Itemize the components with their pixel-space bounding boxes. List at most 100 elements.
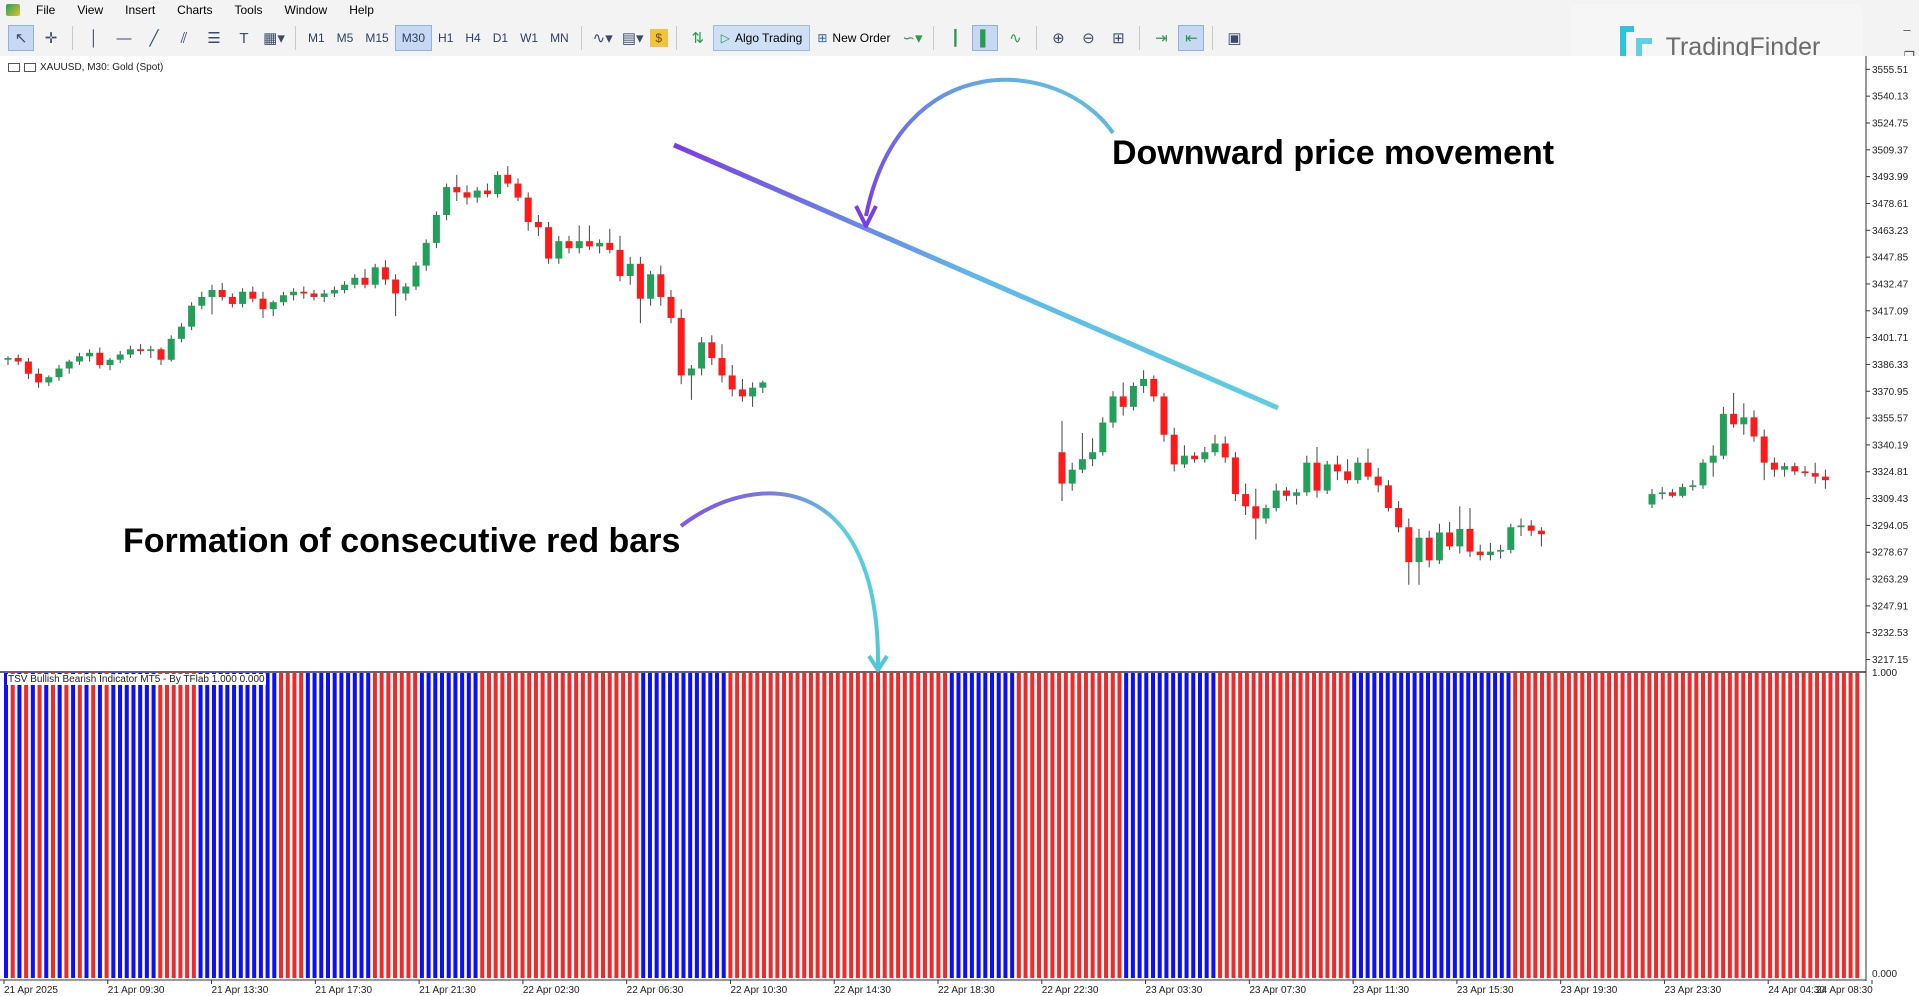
chart-shift-icon[interactable]: ⇤ [1178, 25, 1205, 51]
candle [708, 335, 716, 365]
indicator-bar [1687, 673, 1692, 978]
candle-body [1180, 455, 1188, 465]
indicator-bar [943, 673, 948, 978]
indicator-bar [1150, 673, 1156, 978]
arrow-head [867, 654, 889, 672]
indicator-bar [748, 673, 753, 978]
chart-menu-icon[interactable] [8, 63, 20, 72]
timeframe-h4[interactable]: H4 [465, 31, 481, 45]
text-icon[interactable]: T [239, 29, 249, 47]
cursor-icon[interactable]: ↖ [8, 25, 34, 51]
indicator-bar [1191, 673, 1196, 978]
market-watch-icon[interactable]: ⇅ [691, 30, 705, 47]
indicator-bar [131, 673, 136, 978]
indicator-bar [299, 673, 304, 978]
candle-body [596, 242, 604, 247]
indicator-bar [1224, 673, 1229, 978]
indicator-bar [1560, 673, 1565, 978]
vertical-line-icon[interactable]: │ [89, 29, 99, 47]
fibonacci-icon[interactable]: ☰ [207, 30, 221, 47]
menu-file[interactable]: File [36, 3, 56, 17]
bar-chart-icon[interactable]: ┃ [950, 30, 960, 47]
timeframe-w1[interactable]: W1 [520, 31, 539, 45]
new-order-button[interactable]: ⊞ New Order [810, 25, 897, 51]
tile-windows-icon[interactable]: ⊞ [1112, 30, 1125, 47]
timeframe-h1[interactable]: H1 [438, 31, 454, 45]
timeframe-m30[interactable]: M30 [394, 25, 433, 51]
indicator-bar [654, 673, 659, 978]
channel-icon[interactable]: ⫽ [180, 29, 188, 47]
algo-trading-button[interactable]: ▷ Algo Trading [712, 25, 811, 51]
indicator-bar [1278, 673, 1283, 978]
indicator-bar [627, 673, 632, 978]
candle [1201, 446, 1209, 463]
timeframe-m5[interactable]: M5 [336, 31, 354, 45]
candle [616, 235, 624, 282]
indicator-title: TSV Bullish Bearish Indicator MT5 - By T… [7, 674, 266, 685]
signals-icon[interactable]: ∽▾ [902, 30, 923, 47]
indicator-bar [1707, 673, 1712, 978]
candle-body [126, 349, 134, 355]
indicator-bar [788, 673, 793, 978]
indicator-bar [111, 673, 116, 978]
price-label: 3432.47 [1872, 279, 1909, 290]
indicator-bar [218, 673, 223, 978]
candle-body [1170, 434, 1178, 465]
indicator-bar [285, 673, 290, 978]
time-label: 21 Apr 13:30 [212, 985, 269, 996]
screenshot-icon[interactable]: ▣ [1227, 30, 1242, 47]
candle-body [565, 241, 573, 249]
minimize-icon[interactable]: – [1903, 22, 1911, 37]
trendline-icon[interactable]: ╱ [149, 30, 159, 47]
arrow-head [854, 205, 878, 228]
shapes-icon[interactable]: ▦▾ [263, 30, 285, 47]
menu-window[interactable]: Window [284, 3, 328, 17]
indicator-bar [1218, 673, 1223, 978]
indicator-bar [1379, 673, 1384, 978]
toolbar-separator [580, 26, 582, 50]
price-label: 3324.81 [1872, 467, 1909, 478]
candle [1770, 457, 1778, 477]
zoom-in-icon[interactable]: ⊕ [1052, 30, 1065, 47]
line-chart-icon[interactable]: ∿ [1009, 30, 1022, 47]
timeframe-d1[interactable]: D1 [492, 31, 509, 45]
menu-charts[interactable]: Charts [177, 3, 213, 17]
timeframe-mn[interactable]: MN [550, 31, 569, 45]
menu-insert[interactable]: Insert [125, 3, 156, 17]
dollar-icon[interactable]: $ [649, 29, 668, 47]
horizontal-line-icon[interactable]: — [116, 29, 132, 47]
menu-tools[interactable]: Tools [234, 3, 263, 17]
timeframe-m1[interactable]: M1 [308, 31, 325, 45]
menu-help[interactable]: Help [349, 3, 374, 17]
candle [1384, 480, 1392, 512]
toolbar-separator [675, 26, 677, 50]
templates-icon[interactable]: ▤▾ [621, 30, 644, 47]
candle [687, 365, 695, 400]
indicator-bar [1238, 673, 1243, 978]
indicator-bar [513, 673, 518, 978]
candle [75, 352, 83, 365]
menu-view[interactable]: View [77, 3, 104, 17]
candle-body [45, 377, 53, 383]
chart-properties-icon[interactable] [24, 63, 36, 72]
crosshair-icon[interactable]: ✛ [44, 30, 58, 47]
candle [1689, 480, 1697, 491]
candlestick-icon[interactable]: ▌ [972, 25, 999, 51]
price-label: 3278.67 [1872, 548, 1909, 559]
timeframe-m15[interactable]: M15 [365, 31, 389, 45]
candle [1658, 487, 1666, 500]
zoom-out-icon[interactable]: ⊖ [1082, 30, 1095, 47]
price-chart[interactable]: 3555.51 3540.13 3524.75 3509.37 3493.99 3478.… [0, 56, 1919, 996]
candle-body [1679, 487, 1687, 496]
autoscroll-icon[interactable]: ⇥ [1155, 30, 1168, 47]
candle-body [1425, 537, 1433, 561]
indicator-bar [486, 673, 491, 978]
indicator-bar [808, 673, 813, 978]
candle [636, 256, 644, 324]
indicator-bar [1318, 673, 1323, 978]
indicator-bar [902, 673, 907, 978]
candle-body [310, 293, 318, 297]
indicator-bar [466, 673, 471, 978]
indicators-icon[interactable]: ∿▾ [592, 30, 613, 47]
candle [1242, 483, 1250, 516]
